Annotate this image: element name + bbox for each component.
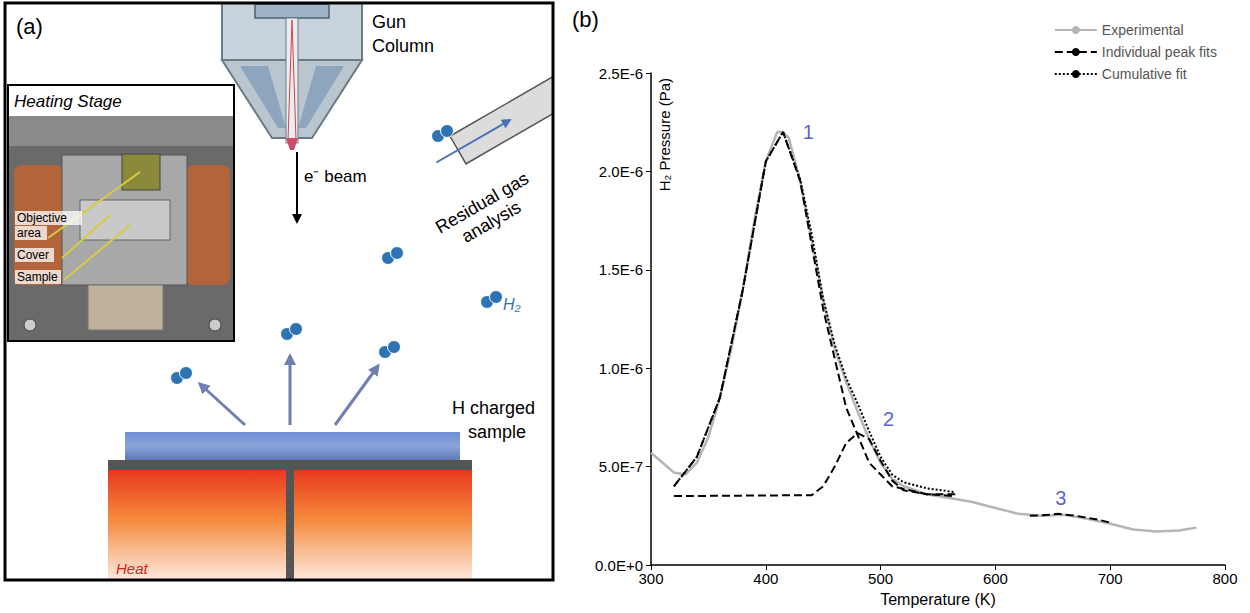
svg-text:3: 3 [1055,487,1066,509]
svg-text:Temperature (K): Temperature (K) [880,591,996,608]
svg-text:Cover: Cover [17,248,49,262]
svg-text:700: 700 [1098,570,1123,587]
svg-text:area: area [17,226,41,240]
svg-text:600: 600 [983,570,1008,587]
svg-text:(a): (a) [16,14,43,39]
svg-text:Sample: Sample [17,270,58,284]
svg-text:(b): (b) [572,7,599,32]
svg-text:300: 300 [638,570,663,587]
svg-text:2: 2 [883,408,894,430]
svg-text:H₂ Pressure (Pa): H₂ Pressure (Pa) [656,78,673,191]
svg-text:Objective: Objective [17,211,67,225]
svg-text:Heat: Heat [116,560,149,577]
svg-text:analysis: analysis [458,197,524,247]
svg-text:Experimental: Experimental [1102,22,1184,38]
svg-text:Column: Column [372,36,434,56]
svg-text:Individual peak fits: Individual peak fits [1102,44,1217,60]
svg-text:5.0E-7: 5.0E-7 [599,458,643,475]
svg-text:sample: sample [468,422,526,442]
svg-text:Gun: Gun [372,12,406,32]
svg-text:1.0E-6: 1.0E-6 [599,360,643,377]
svg-text:2.5E-6: 2.5E-6 [599,65,643,82]
svg-text:Cumulative fit: Cumulative fit [1102,66,1187,82]
svg-text:1.5E-6: 1.5E-6 [599,261,643,278]
svg-text:Residual gas: Residual gas [432,168,533,238]
svg-text:e⁻ beam: e⁻ beam [304,167,367,186]
svg-text:0.0E+0: 0.0E+0 [595,557,643,574]
svg-text:Heating Stage: Heating Stage [14,92,122,111]
svg-text:500: 500 [868,570,893,587]
svg-text:H₂: H₂ [503,296,521,313]
svg-text:400: 400 [753,570,778,587]
svg-text:H charged: H charged [452,398,535,418]
svg-text:1: 1 [803,121,814,143]
svg-text:800: 800 [1212,570,1237,587]
svg-text:2.0E-6: 2.0E-6 [599,163,643,180]
